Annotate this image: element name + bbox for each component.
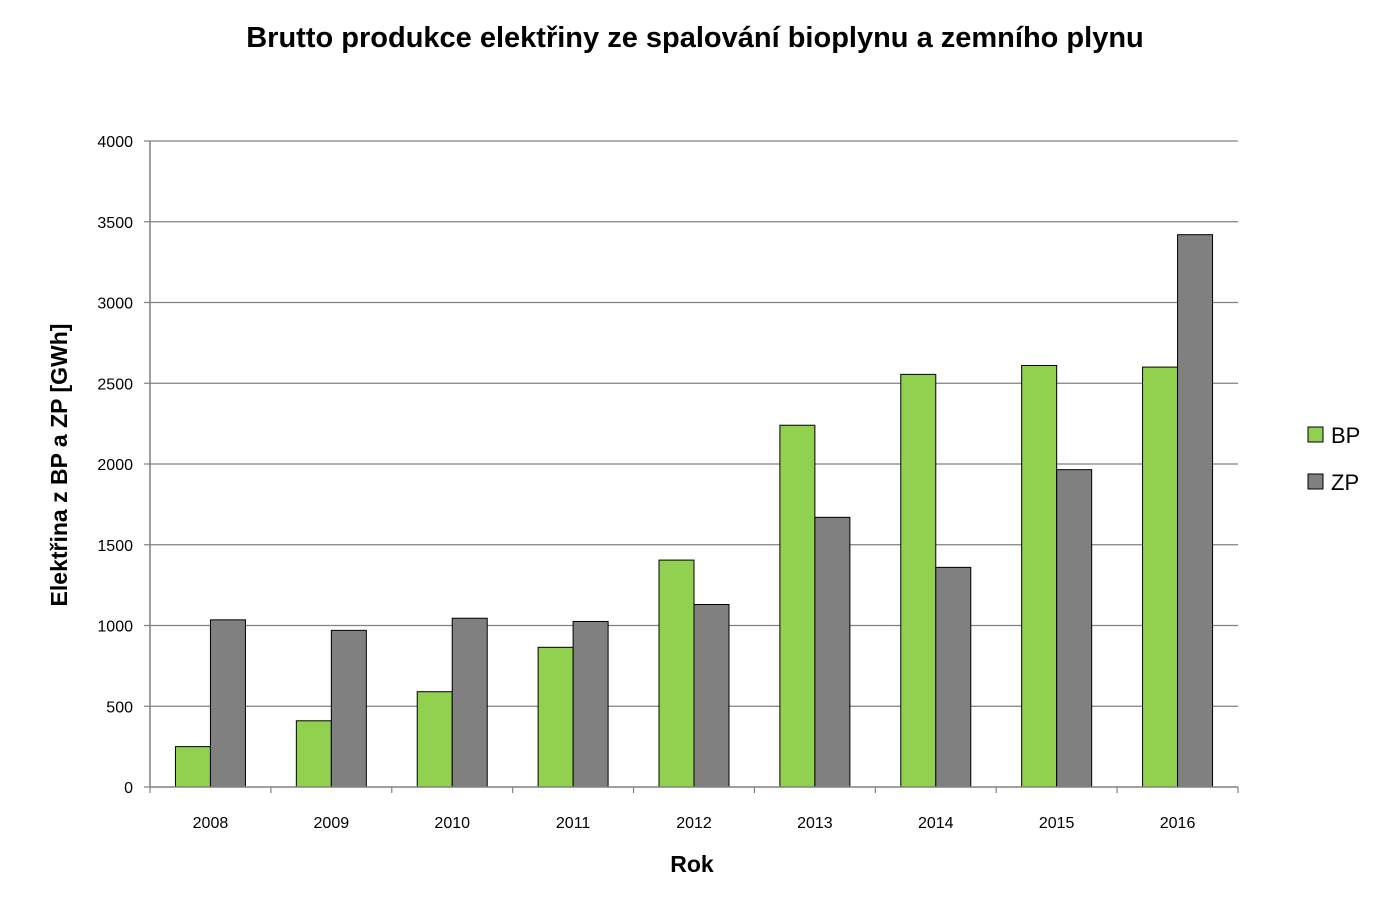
bar-zp-2008	[209, 619, 246, 788]
bar-zp-2015	[1056, 469, 1093, 788]
bar-zp-2012	[693, 604, 730, 788]
y-tick-label: 500	[106, 699, 133, 716]
x-tick-label: 2013	[797, 815, 833, 832]
legend: BP ZP	[1307, 423, 1360, 495]
axes	[144, 140, 1239, 793]
bar-bp-2014	[900, 373, 937, 788]
y-tick-label: 3000	[97, 296, 133, 313]
y-tick-label: 3500	[97, 215, 133, 232]
bar-bp-2010	[416, 691, 453, 788]
bar-zp-2011	[572, 620, 609, 788]
legend-label-zp: ZP	[1331, 470, 1359, 495]
x-tick-label: 2008	[193, 815, 229, 832]
y-tick-label: 0	[124, 780, 133, 797]
bar-bp-2008	[174, 746, 211, 788]
x-tick-label: 2009	[314, 815, 350, 832]
y-tick-labels: 0 500 1000 1500 2000 2500 3000 3500 4000	[97, 134, 133, 797]
y-axis-title: Elektřina z BP a ZP [GWh]	[46, 324, 72, 607]
x-tick-label: 2012	[676, 815, 712, 832]
bar-zp-2014	[935, 566, 972, 788]
y-tick-label: 2500	[97, 376, 133, 393]
bar-zp-2016	[1177, 234, 1214, 788]
x-tick-label: 2016	[1160, 815, 1196, 832]
y-tick-label: 2000	[97, 457, 133, 474]
x-tick-label: 2010	[434, 815, 470, 832]
x-axis-title: Rok	[670, 851, 714, 877]
bar-bp-2015	[1021, 364, 1058, 788]
legend-label-bp: BP	[1331, 423, 1360, 448]
legend-swatch-bp	[1307, 426, 1324, 443]
bars	[174, 234, 1214, 788]
bar-bp-2013	[779, 424, 816, 788]
y-tick-label: 1500	[97, 538, 133, 555]
bar-bp-2016	[1142, 366, 1179, 788]
bar-zp-2013	[814, 516, 851, 788]
x-tick-label: 2014	[918, 815, 954, 832]
chart-title: Brutto produkce elektřiny ze spalování b…	[246, 22, 1144, 54]
legend-swatch-zp	[1307, 473, 1324, 490]
bar-bp-2009	[295, 720, 332, 788]
x-tick-label: 2011	[556, 815, 591, 832]
x-tick-labels: 2008 2009 2010 2011 2012 2013 2014 2015 2016	[193, 815, 1196, 832]
y-tick-label: 4000	[97, 134, 133, 151]
bar-zp-2010	[451, 617, 488, 788]
y-tick-label: 1000	[97, 619, 133, 636]
bar-bp-2012	[658, 559, 695, 788]
bar-zp-2009	[330, 629, 367, 788]
x-tick-label: 2015	[1039, 815, 1075, 832]
bar-bp-2011	[537, 646, 574, 788]
